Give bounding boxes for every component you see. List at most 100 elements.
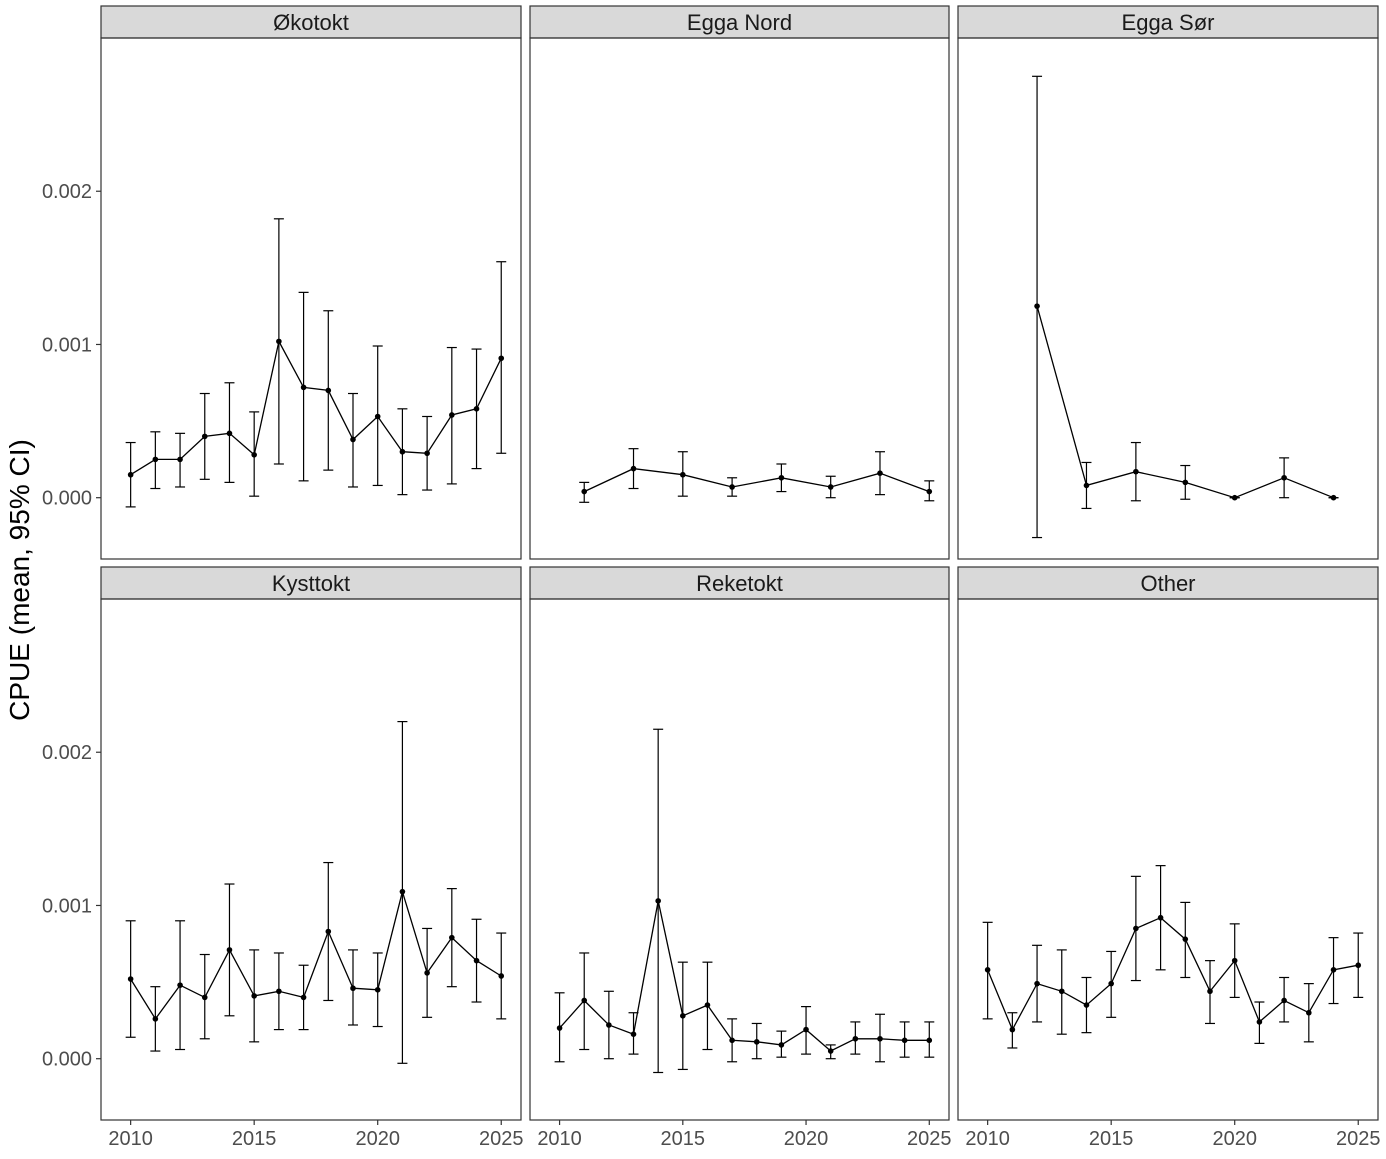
data-point xyxy=(729,484,735,490)
data-point xyxy=(984,967,991,973)
data-point xyxy=(803,1026,809,1033)
data-point xyxy=(226,430,233,437)
x-tick-label: 2010 xyxy=(108,1128,153,1150)
panel-title: Other xyxy=(1140,571,1195,596)
data-point xyxy=(827,484,834,490)
panel-title: Egga Sør xyxy=(1122,10,1215,35)
data-point xyxy=(630,465,637,472)
data-point xyxy=(201,994,208,1001)
y-tick-label: 0.002 xyxy=(42,742,92,764)
x-tick-label: 2020 xyxy=(784,1128,829,1150)
data-point xyxy=(152,1016,159,1022)
panel-strip xyxy=(100,5,522,39)
data-point xyxy=(926,1037,933,1044)
y-tick-label: 0.001 xyxy=(42,334,92,356)
data-point xyxy=(680,471,686,478)
data-point xyxy=(1009,1026,1016,1033)
data-point xyxy=(127,471,134,478)
data-point xyxy=(581,488,588,495)
data-point xyxy=(655,898,661,904)
data-point xyxy=(1207,988,1213,995)
data-point xyxy=(498,973,505,979)
panel-frame xyxy=(957,598,1379,1121)
data-point xyxy=(251,452,257,458)
data-point xyxy=(1083,1002,1090,1008)
data-point xyxy=(177,456,183,463)
series-line xyxy=(986,916,1359,1032)
data-point xyxy=(778,1042,785,1048)
data-point xyxy=(424,970,430,976)
data-point xyxy=(473,957,480,964)
data-point xyxy=(1256,1019,1263,1025)
panel-4: Reketokt 2010 2015 2020 2025 xyxy=(529,566,952,1150)
panel-strip xyxy=(957,566,1379,600)
data-point xyxy=(1281,474,1287,481)
data-point xyxy=(1306,1009,1312,1016)
data-point xyxy=(300,994,307,1001)
x-tick-label: 2010 xyxy=(965,1128,1010,1150)
panel-frame xyxy=(529,598,950,1121)
x-tick-label: 2015 xyxy=(232,1128,277,1150)
panel-frame xyxy=(100,598,522,1121)
data-point xyxy=(704,1002,711,1008)
data-point xyxy=(226,947,233,953)
y-tick-label: 0.002 xyxy=(42,181,92,203)
data-point xyxy=(926,488,933,495)
data-point xyxy=(1108,980,1114,987)
data-point xyxy=(276,988,282,995)
data-point xyxy=(778,474,785,481)
data-point xyxy=(1133,468,1139,475)
x-tick-label: 2020 xyxy=(355,1128,400,1150)
data-point xyxy=(877,1035,883,1042)
data-point xyxy=(498,355,505,362)
y-axis-label: CPUE (mean, 95% CI) xyxy=(4,439,35,721)
data-point xyxy=(276,338,282,345)
data-point xyxy=(1182,936,1189,942)
data-point xyxy=(630,1031,637,1037)
y-tick-label: 0.000 xyxy=(42,488,92,510)
data-point xyxy=(1182,479,1189,486)
x-tick-label: 2020 xyxy=(1212,1128,1257,1150)
data-point xyxy=(449,412,455,418)
panel-title: Kysttokt xyxy=(272,571,350,596)
panel-title: Egga Nord xyxy=(687,10,792,35)
data-point xyxy=(300,384,307,391)
data-point xyxy=(251,993,257,999)
data-point xyxy=(901,1037,908,1044)
panel-frame xyxy=(100,37,522,560)
x-tick-label: 2025 xyxy=(907,1128,952,1150)
x-tick-label: 2025 xyxy=(1336,1128,1381,1150)
data-point xyxy=(473,406,480,412)
series-line xyxy=(130,339,502,476)
x-tick-label: 2015 xyxy=(1089,1128,1134,1150)
data-point xyxy=(1157,914,1164,921)
series-line xyxy=(559,900,930,1052)
data-point xyxy=(556,1025,563,1031)
panel-strip xyxy=(957,5,1379,39)
data-point xyxy=(753,1039,760,1045)
data-point xyxy=(127,976,134,982)
data-point xyxy=(1034,980,1040,987)
panel-frame xyxy=(529,37,950,560)
data-point xyxy=(1330,494,1337,501)
panel-2: Egga Sør xyxy=(957,5,1379,560)
data-point xyxy=(729,1037,735,1044)
data-point xyxy=(350,436,356,443)
series-line xyxy=(130,889,502,1021)
panel-0: Økotokt 0.000 0.001 0.002 xyxy=(42,5,522,560)
data-point xyxy=(827,1048,834,1054)
y-tick-label: 0.001 xyxy=(42,895,92,917)
data-point xyxy=(350,985,356,992)
data-point xyxy=(374,413,381,420)
data-point xyxy=(152,456,159,463)
data-point xyxy=(449,934,455,941)
x-tick-label: 2010 xyxy=(537,1128,582,1150)
data-point xyxy=(424,450,430,457)
panel-strip xyxy=(529,5,950,39)
data-point xyxy=(1083,482,1090,489)
x-tick-label: 2015 xyxy=(661,1128,706,1150)
panel-strip xyxy=(100,566,522,600)
panel-frame xyxy=(957,37,1379,560)
